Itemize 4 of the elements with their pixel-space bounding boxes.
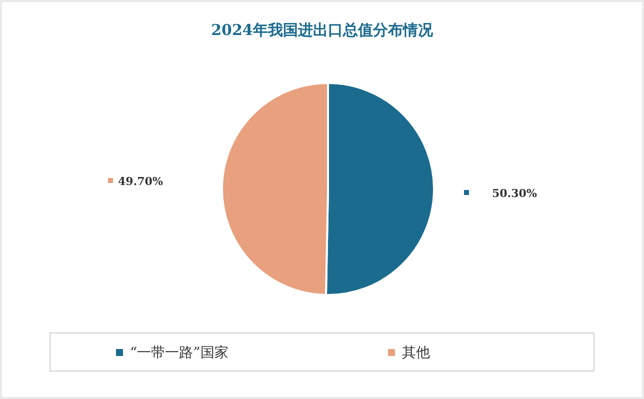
data-label: 49.70% <box>118 175 164 188</box>
data-label: 50.30% <box>492 187 538 200</box>
legend-label: 其他 <box>402 345 430 361</box>
chart-title: 2024年我国进出口总值分布情况 <box>211 21 434 39</box>
